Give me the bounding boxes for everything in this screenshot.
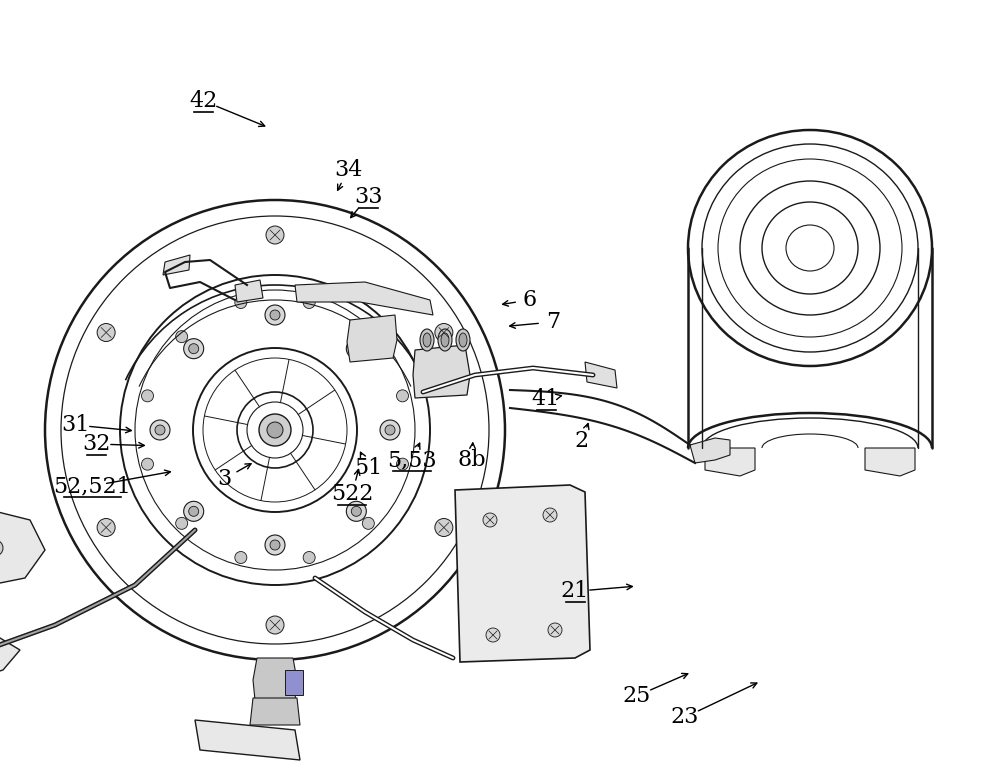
Circle shape xyxy=(266,226,284,244)
Circle shape xyxy=(235,552,247,564)
Ellipse shape xyxy=(420,329,434,351)
Circle shape xyxy=(176,517,188,530)
Polygon shape xyxy=(0,635,20,692)
Text: 51: 51 xyxy=(354,457,382,478)
Circle shape xyxy=(189,343,199,354)
Text: 21: 21 xyxy=(561,581,589,602)
Circle shape xyxy=(483,513,497,527)
Text: 7: 7 xyxy=(546,311,560,333)
Circle shape xyxy=(270,540,280,550)
Circle shape xyxy=(303,297,315,308)
Circle shape xyxy=(351,507,361,517)
Circle shape xyxy=(265,535,285,555)
Text: 34: 34 xyxy=(334,159,362,181)
Polygon shape xyxy=(705,448,755,476)
Circle shape xyxy=(435,324,453,342)
Circle shape xyxy=(397,458,409,470)
Text: 25: 25 xyxy=(623,685,651,707)
Circle shape xyxy=(0,540,3,556)
Circle shape xyxy=(346,501,366,521)
Circle shape xyxy=(184,501,204,521)
Circle shape xyxy=(346,339,366,359)
Polygon shape xyxy=(585,362,617,388)
Circle shape xyxy=(351,343,361,354)
Polygon shape xyxy=(865,448,915,476)
Circle shape xyxy=(150,420,170,440)
Polygon shape xyxy=(285,670,303,695)
Polygon shape xyxy=(250,698,300,725)
Text: 23: 23 xyxy=(671,707,699,728)
Text: 33: 33 xyxy=(354,186,382,208)
Circle shape xyxy=(270,310,280,320)
Text: 42: 42 xyxy=(189,90,217,111)
Circle shape xyxy=(397,390,409,402)
Text: 6: 6 xyxy=(523,289,537,311)
Text: 52,521: 52,521 xyxy=(53,475,131,497)
Circle shape xyxy=(235,297,247,308)
Text: 5,53: 5,53 xyxy=(387,449,437,471)
Circle shape xyxy=(266,616,284,634)
Polygon shape xyxy=(455,485,590,662)
Ellipse shape xyxy=(423,333,431,347)
Text: 522: 522 xyxy=(331,484,373,505)
Polygon shape xyxy=(163,255,190,275)
Polygon shape xyxy=(253,658,297,700)
Circle shape xyxy=(435,519,453,536)
Polygon shape xyxy=(690,438,730,463)
Ellipse shape xyxy=(459,333,467,347)
Circle shape xyxy=(259,414,291,446)
Text: 41: 41 xyxy=(532,388,560,410)
Circle shape xyxy=(176,330,188,343)
Circle shape xyxy=(189,507,199,517)
Circle shape xyxy=(141,390,153,402)
Polygon shape xyxy=(0,510,45,585)
Circle shape xyxy=(362,330,374,343)
Circle shape xyxy=(362,517,374,530)
Text: 2: 2 xyxy=(575,430,589,452)
Circle shape xyxy=(380,420,400,440)
Circle shape xyxy=(486,628,500,642)
Polygon shape xyxy=(195,720,300,760)
Text: 8b: 8b xyxy=(458,449,486,471)
Circle shape xyxy=(267,422,283,438)
Polygon shape xyxy=(235,280,263,302)
Circle shape xyxy=(385,425,395,435)
Ellipse shape xyxy=(438,329,452,351)
Text: 32: 32 xyxy=(82,433,110,455)
Ellipse shape xyxy=(441,333,449,347)
Circle shape xyxy=(303,552,315,564)
Polygon shape xyxy=(413,345,470,398)
Circle shape xyxy=(141,458,153,470)
Text: 31: 31 xyxy=(61,414,89,436)
Ellipse shape xyxy=(456,329,470,351)
Circle shape xyxy=(97,519,115,536)
Circle shape xyxy=(155,425,165,435)
Circle shape xyxy=(265,305,285,325)
Polygon shape xyxy=(347,315,397,362)
Text: 3: 3 xyxy=(217,468,231,490)
Circle shape xyxy=(548,623,562,637)
Circle shape xyxy=(97,324,115,342)
Circle shape xyxy=(184,339,204,359)
Circle shape xyxy=(543,508,557,522)
Polygon shape xyxy=(295,282,433,315)
